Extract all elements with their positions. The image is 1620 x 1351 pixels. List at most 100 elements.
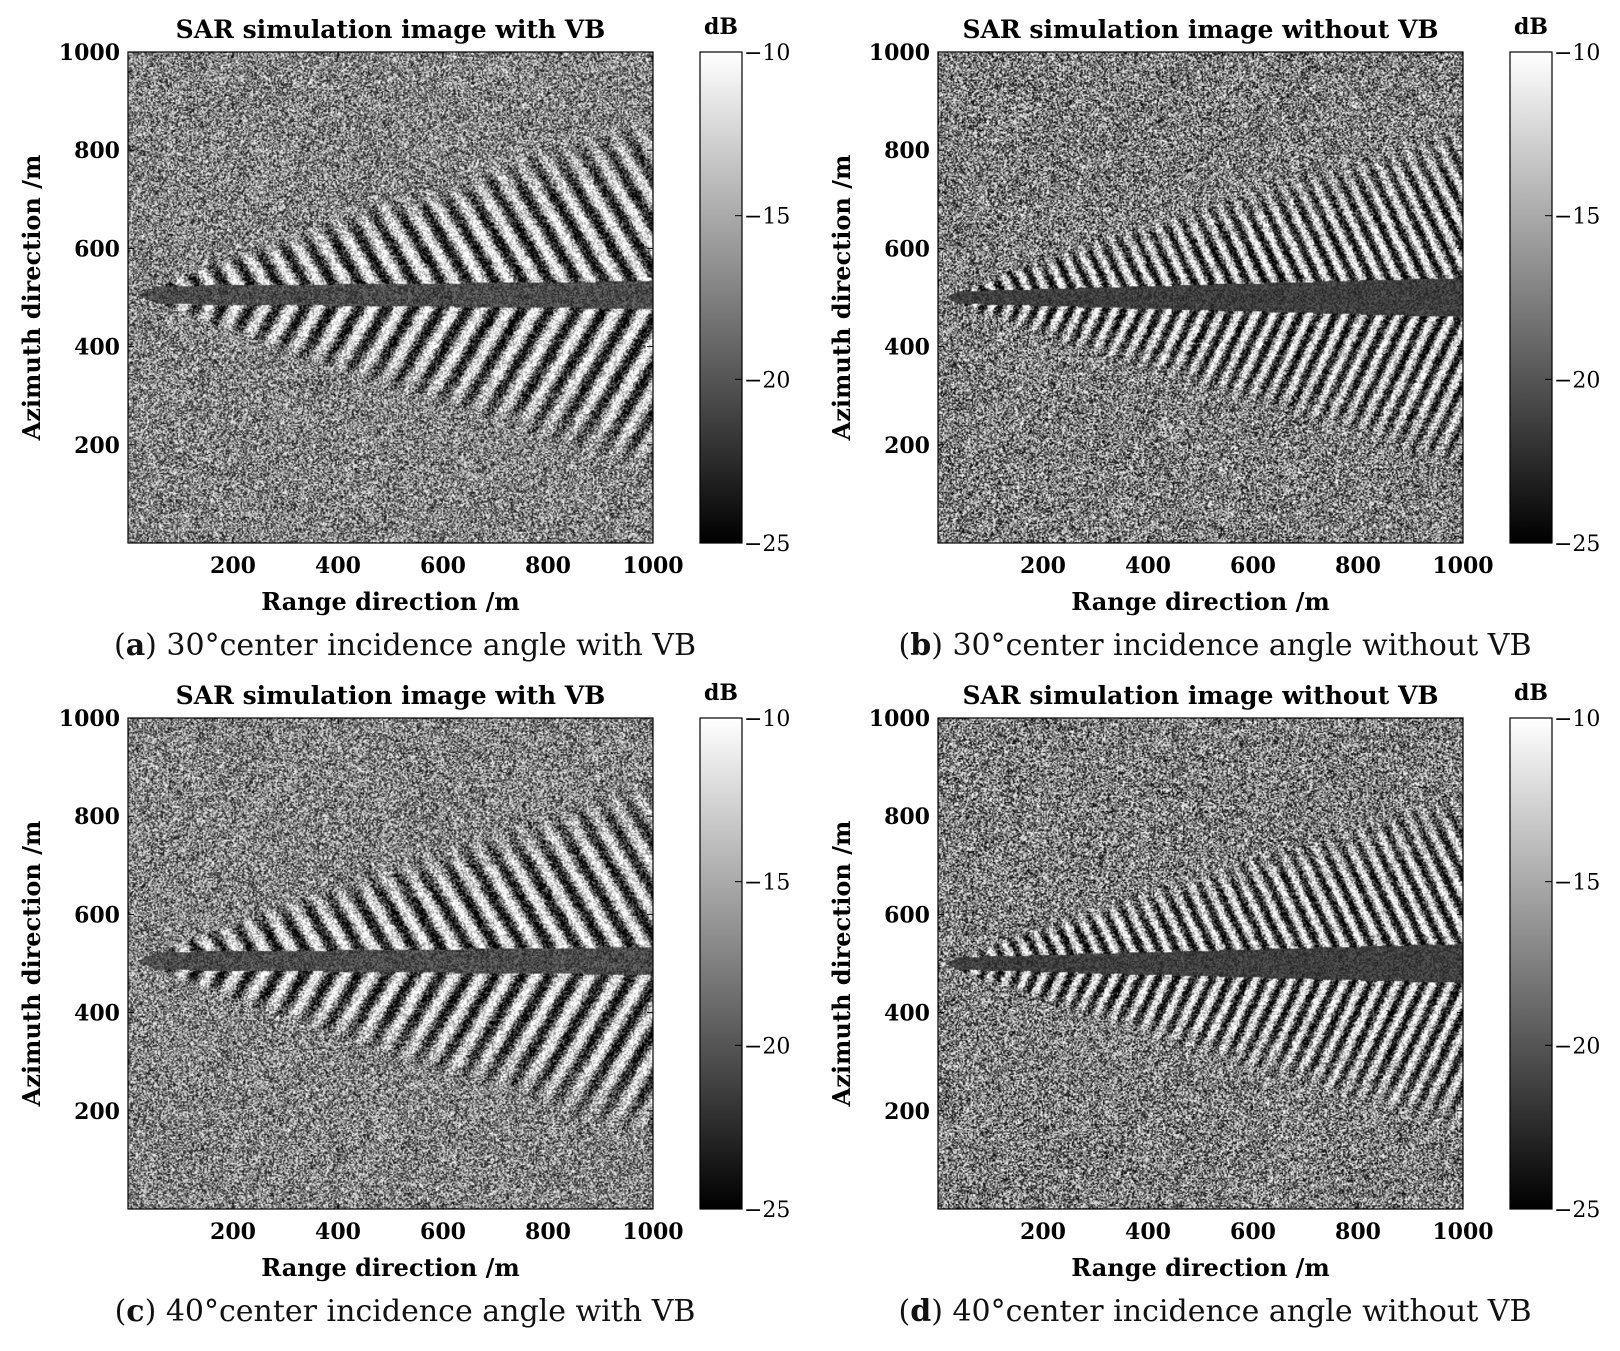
colorbar (1509, 717, 1553, 1210)
caption-open-paren: ( (114, 1294, 127, 1329)
colorbar-tick-label: −10 (1554, 41, 1600, 66)
plot-frame (127, 51, 654, 544)
colorbar-tick-label: −25 (744, 532, 790, 557)
colorbar-unit: dB (1514, 680, 1548, 706)
colorbar-tick-label: −20 (744, 1034, 790, 1059)
colorbar-unit: dB (1514, 14, 1548, 40)
caption-open-paren: ( (898, 1294, 911, 1329)
caption-panel-label: c (126, 1294, 145, 1329)
x-axis-label: Range direction /m (1071, 587, 1330, 616)
sar-intensity-map (938, 718, 1463, 1209)
colorbar-tick-label: −25 (744, 1198, 790, 1223)
x-tick-label: 400 (315, 553, 361, 579)
y-tick-label: 400 (884, 1001, 930, 1027)
panel-caption: (a) 30°center incidence angle with VB (0, 628, 810, 663)
y-axis-label: Azimuth direction /m (827, 821, 856, 1108)
x-tick-label: 400 (315, 1219, 361, 1245)
y-axis-label: Azimuth direction /m (827, 155, 856, 442)
y-tick-label: 800 (884, 804, 930, 830)
colorbar-tick-label: −25 (1554, 532, 1600, 557)
x-tick-label: 1000 (1432, 1219, 1493, 1245)
x-tick-label: 200 (210, 553, 256, 579)
x-tick-label: 1000 (1432, 553, 1493, 579)
colorbar (1509, 51, 1553, 544)
y-tick-label: 1000 (59, 40, 120, 66)
x-tick-label: 800 (525, 1219, 571, 1245)
y-tick-label: 200 (884, 433, 930, 459)
x-tick-label: 200 (1020, 553, 1066, 579)
y-tick-label: 600 (884, 902, 930, 928)
colorbar-unit: dB (704, 680, 738, 706)
colorbar-tick-label: −15 (1554, 871, 1600, 896)
chart-title: SAR simulation image with VB (176, 681, 606, 710)
x-tick-label: 800 (1335, 1219, 1381, 1245)
x-tick-label: 1000 (622, 1219, 683, 1245)
x-tick-label: 600 (420, 1219, 466, 1245)
panel-d: SAR simulation image without VB 200 400 600… (810, 666, 1620, 1341)
x-tick-label: 600 (420, 553, 466, 579)
y-tick-label: 800 (74, 804, 120, 830)
caption-panel-label: b (910, 628, 932, 663)
x-tick-label: 600 (1230, 553, 1276, 579)
colorbar-tick-label: −15 (744, 871, 790, 896)
colorbar-tick-label: −10 (1554, 707, 1600, 732)
chart-title: SAR simulation image without VB (962, 681, 1438, 710)
caption-close-paren: ) (145, 628, 167, 663)
colorbar-tick-label: −20 (744, 368, 790, 393)
y-tick-label: 800 (884, 138, 930, 164)
caption-open-paren: ( (113, 628, 126, 663)
plot-frame (127, 717, 654, 1210)
colorbar-tick-label: −10 (744, 41, 790, 66)
sar-intensity-map (128, 718, 653, 1209)
colorbar (699, 51, 743, 544)
colorbar-tick-label: −20 (1554, 368, 1600, 393)
y-tick-label: 400 (74, 335, 120, 361)
y-tick-label: 600 (884, 236, 930, 262)
colorbar-tick-label: −20 (1554, 1034, 1600, 1059)
y-tick-label: 200 (74, 433, 120, 459)
chart-title: SAR simulation image without VB (962, 15, 1438, 44)
y-tick-label: 1000 (869, 706, 930, 732)
colorbar-tick-label: −25 (1554, 1198, 1600, 1223)
caption-text: 30°center incidence angle without VB (952, 628, 1532, 663)
x-tick-label: 400 (1125, 553, 1171, 579)
sar-chart: SAR simulation image with VB 200 400 600 800… (17, 14, 790, 616)
colorbar-tick-label: −15 (744, 205, 790, 230)
y-tick-label: 600 (74, 902, 120, 928)
y-tick-label: 1000 (869, 40, 930, 66)
caption-text: 40°center incidence angle without VB (952, 1294, 1532, 1329)
sar-chart: SAR simulation image with VB 200 400 600 800… (17, 680, 790, 1282)
colorbar-unit: dB (704, 14, 738, 40)
x-axis-label: Range direction /m (1071, 1253, 1330, 1282)
plot-frame (937, 51, 1464, 544)
colorbar-tick-label: −10 (744, 707, 790, 732)
caption-panel-label: d (910, 1294, 932, 1329)
panel-caption: (b) 30°center incidence angle without VB (810, 628, 1620, 663)
sar-chart: SAR simulation image without VB 200 400 600… (827, 14, 1600, 616)
y-axis-label: Azimuth direction /m (17, 155, 46, 442)
x-axis-label: Range direction /m (261, 587, 520, 616)
panel-caption: (c) 40°center incidence angle with VB (0, 1294, 810, 1329)
chart-title: SAR simulation image with VB (176, 15, 606, 44)
x-tick-label: 200 (210, 1219, 256, 1245)
panel-caption: (d) 40°center incidence angle without VB (810, 1294, 1620, 1329)
plot-frame (937, 717, 1464, 1210)
caption-text: 40°center incidence angle with VB (165, 1294, 696, 1329)
x-tick-label: 200 (1020, 1219, 1066, 1245)
caption-panel-label: a (125, 628, 146, 663)
y-tick-label: 400 (884, 335, 930, 361)
panel-c: SAR simulation image with VB 200 400 600 800… (0, 666, 810, 1341)
x-tick-label: 600 (1230, 1219, 1276, 1245)
y-tick-label: 200 (884, 1099, 930, 1125)
y-axis-label: Azimuth direction /m (17, 821, 46, 1108)
panel-a: SAR simulation image with VB 200 400 600 800… (0, 0, 810, 675)
caption-text: 30°center incidence angle with VB (166, 628, 697, 663)
x-tick-label: 800 (1335, 553, 1381, 579)
y-tick-label: 400 (74, 1001, 120, 1027)
y-tick-label: 1000 (59, 706, 120, 732)
x-tick-label: 800 (525, 553, 571, 579)
sar-intensity-map (128, 52, 653, 543)
colorbar (699, 717, 743, 1210)
y-tick-label: 200 (74, 1099, 120, 1125)
sar-intensity-map (938, 52, 1463, 543)
